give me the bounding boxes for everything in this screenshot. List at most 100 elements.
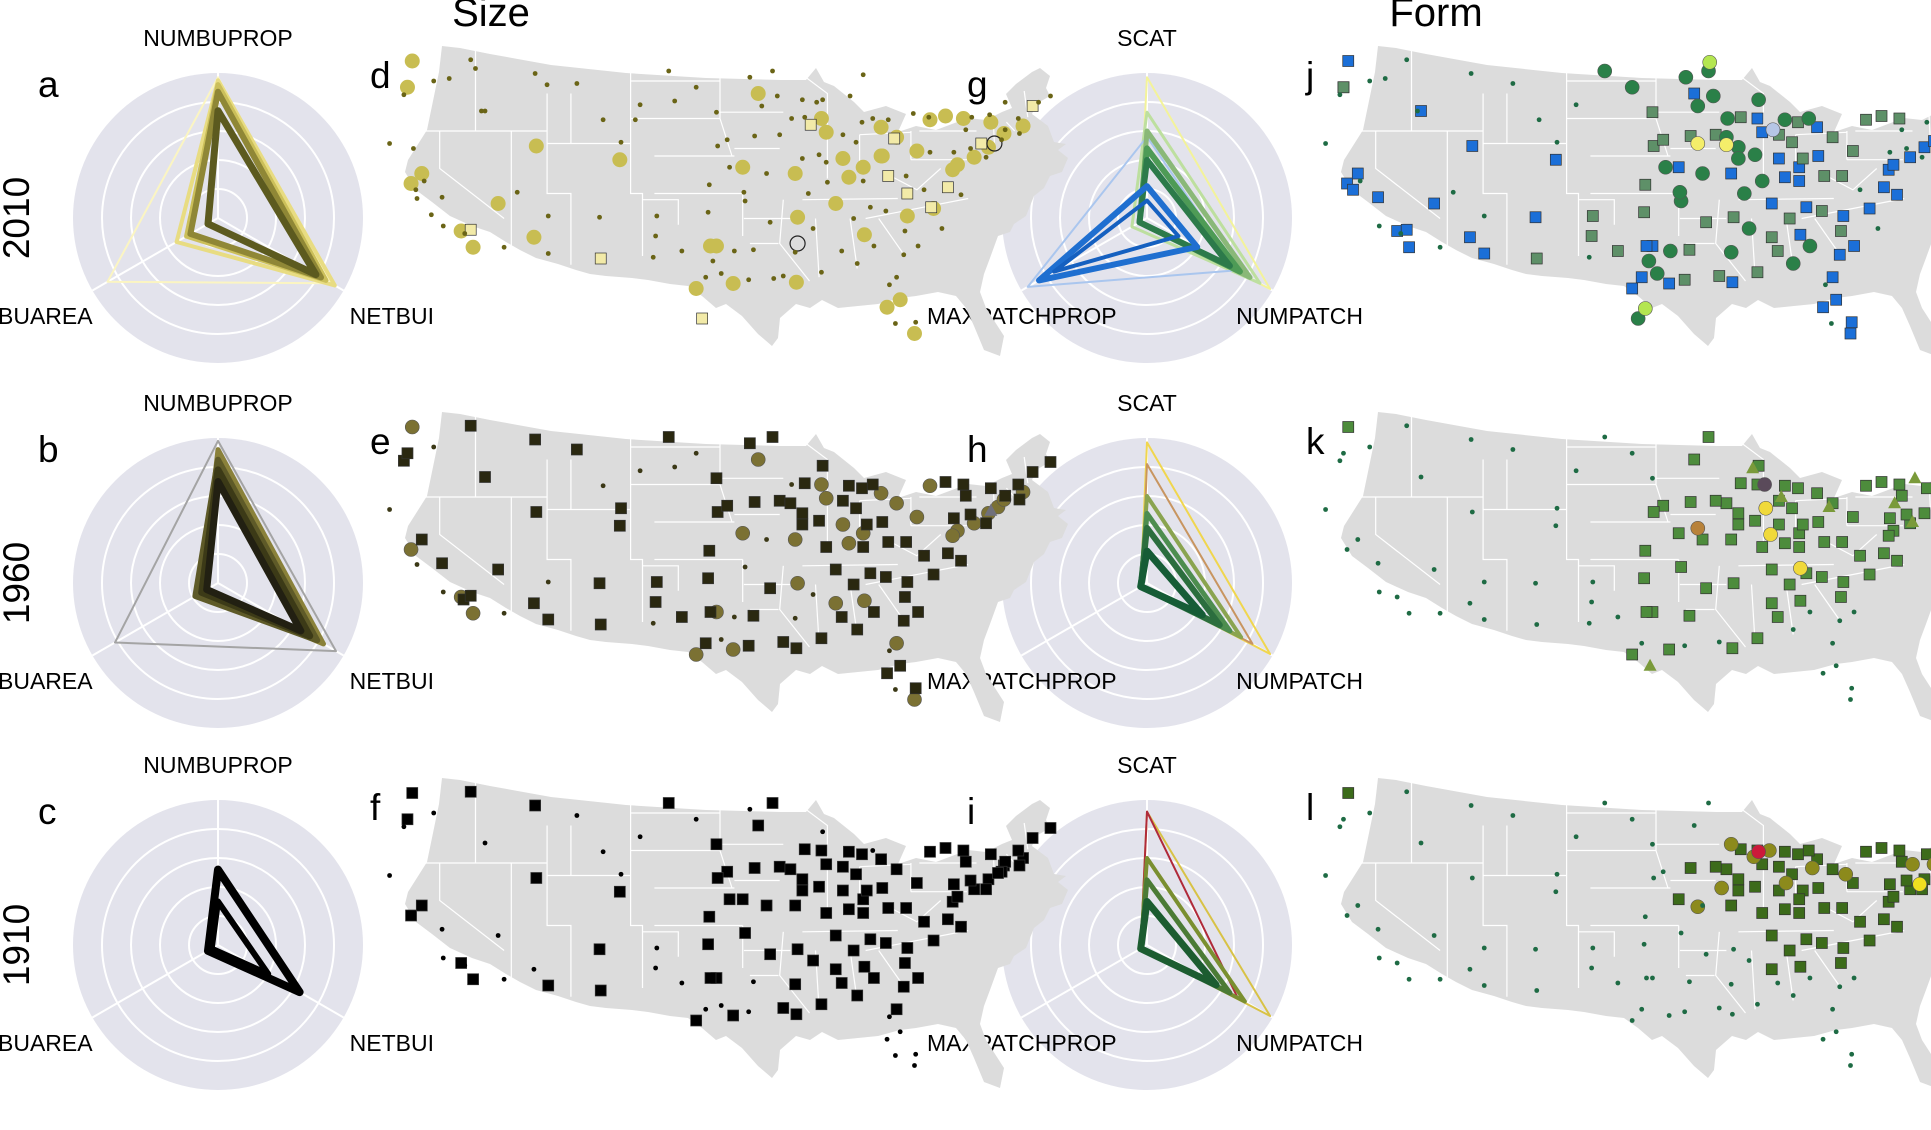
map-point-dot — [1887, 149, 1893, 155]
map-point-dot — [1394, 960, 1400, 966]
radar-panel-b: NUMBUPROP BUAREA NETBUI b — [0, 390, 434, 728]
map-state-line — [1655, 775, 1669, 889]
map-point-dot — [1468, 71, 1474, 76]
map-point-dot — [1820, 1036, 1826, 1042]
map-point-circle — [528, 138, 544, 154]
map-point-square — [1844, 327, 1857, 340]
map-point-square — [1672, 161, 1685, 174]
map-point-square — [881, 667, 893, 680]
map-point-square — [1884, 878, 1896, 891]
panel-letter-i: i — [967, 791, 975, 832]
map-point-square — [857, 541, 870, 553]
map-point-dot — [1376, 589, 1382, 595]
map-point-square — [857, 907, 870, 919]
map-point-dot — [1415, 108, 1420, 114]
map-point-dot — [1629, 1018, 1635, 1023]
map-point-dot — [1650, 475, 1655, 481]
map-point-square — [1351, 167, 1364, 180]
map-point-dot — [1849, 685, 1855, 691]
map-point-dot — [440, 223, 446, 229]
map-point-square — [1860, 479, 1872, 492]
map-point-dot — [987, 112, 993, 118]
map-point-dot — [618, 871, 624, 877]
map-point-circle — [1649, 266, 1665, 281]
map-point-square — [650, 576, 663, 588]
map-point-dot — [414, 196, 420, 201]
map-point-circle — [857, 593, 872, 609]
map-point-dot — [1404, 423, 1410, 429]
map-point-circle — [1658, 159, 1673, 175]
map-panel-d: d — [370, 43, 1068, 356]
map-point-square — [529, 433, 541, 446]
map-state-line — [849, 218, 858, 269]
map-point-dot — [1833, 663, 1839, 669]
map-marker-series — [1637, 54, 1718, 316]
map-point-square — [939, 476, 952, 488]
map-point-triangle — [1774, 490, 1788, 502]
map-point-dot — [600, 849, 606, 855]
map-point-square — [742, 639, 755, 652]
map-marker-series — [1337, 55, 1931, 340]
map-point-square — [1696, 533, 1709, 546]
map-point-square — [835, 611, 848, 623]
map-point-square — [807, 954, 819, 967]
map-point-dot — [1357, 178, 1363, 184]
radar-series-line — [204, 107, 320, 279]
map-point-dot — [421, 178, 427, 184]
map-point-open-circle — [789, 235, 806, 252]
map-state-line — [439, 863, 505, 951]
map-point-circle — [1663, 243, 1678, 259]
map-state-line — [1578, 565, 1615, 591]
map-point-triangle — [1888, 496, 1902, 509]
map-point-dot — [705, 209, 711, 215]
map-point-dot — [913, 1051, 919, 1057]
map-point-square — [1372, 191, 1384, 204]
map-point-dot — [1467, 600, 1473, 606]
map-point-dot — [413, 187, 419, 193]
map-point-square — [1765, 231, 1778, 244]
map-point-square — [1765, 929, 1778, 942]
map-point-square — [890, 1003, 903, 1016]
map-point-square — [829, 963, 842, 976]
map-point-dot — [927, 149, 933, 155]
map-point-dot — [473, 66, 478, 71]
map-point-dot — [532, 71, 538, 76]
map-marker-series — [1323, 789, 1857, 1068]
map-point-circle — [1805, 860, 1820, 876]
map-point-dot — [926, 114, 932, 120]
map-point-square — [796, 884, 809, 897]
radar-spoke — [1020, 944, 1148, 1019]
map-point-square — [815, 844, 828, 857]
map-point-dot — [870, 116, 876, 121]
map-point-square — [777, 1002, 790, 1014]
map-point-dot — [1589, 599, 1595, 605]
map-point-dot — [501, 610, 507, 616]
map-point-square — [1793, 175, 1806, 187]
map-point-square — [850, 868, 862, 881]
map-point-square — [784, 863, 797, 876]
radar-axis-label-top: NUMBUPROP — [143, 390, 293, 416]
map-point-dot — [742, 564, 748, 570]
map-point-square — [1683, 609, 1696, 622]
map-state-boundaries — [1325, 43, 1931, 282]
map-point-circle — [688, 281, 704, 296]
map-point-square — [813, 514, 825, 527]
map-point-dot — [428, 212, 434, 218]
map-point-circle — [1719, 137, 1734, 153]
map-point-square — [1044, 822, 1057, 834]
map-state-line — [779, 931, 810, 1014]
map-point-dot — [1586, 620, 1592, 626]
map-point-dot — [770, 68, 775, 74]
map-point-dot — [724, 137, 730, 143]
map-point-square — [1847, 877, 1859, 889]
map-point-circle — [403, 176, 419, 191]
map-point-dot — [1376, 955, 1382, 961]
map-point-square — [829, 929, 842, 942]
map-point-dot — [706, 182, 712, 188]
map-point-dot — [414, 562, 420, 567]
map-point-circle — [835, 517, 851, 532]
map-point-square — [1891, 188, 1903, 201]
map-point-triangle — [1643, 658, 1657, 671]
map-point-square — [1904, 151, 1916, 164]
